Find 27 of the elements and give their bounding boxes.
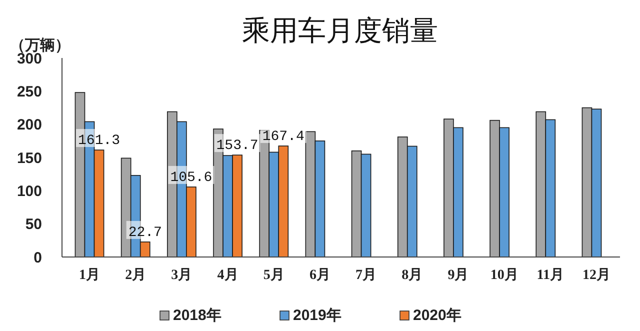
data-label: 161.3 bbox=[78, 133, 120, 150]
x-tick-label: 1月 bbox=[79, 268, 100, 283]
data-label: 167.4 bbox=[262, 128, 304, 145]
x-tick-label: 4月 bbox=[217, 268, 238, 283]
x-tick-label: 7月 bbox=[356, 268, 377, 283]
data-label: 153.7 bbox=[216, 138, 258, 154]
y-tick-label: 150 bbox=[16, 150, 42, 167]
data-label: 105.6 bbox=[170, 170, 212, 186]
x-tick-label: 12月 bbox=[582, 268, 610, 283]
x-tick-label: 10月 bbox=[490, 268, 518, 283]
x-tick-label: 3月 bbox=[171, 268, 192, 283]
x-tick-label: 9月 bbox=[448, 268, 469, 283]
x-tick-label: 6月 bbox=[309, 268, 330, 283]
x-tick-label: 5月 bbox=[263, 268, 284, 283]
x-tick-label: 11月 bbox=[536, 268, 564, 283]
y-tick-label: 200 bbox=[16, 116, 42, 134]
y-tick-label: 0 bbox=[34, 249, 42, 266]
legend-label: 2019年 bbox=[293, 307, 342, 324]
legend-label: 2018年 bbox=[173, 307, 222, 324]
data-label: 22.7 bbox=[128, 224, 162, 241]
y-tick-label: 50 bbox=[25, 216, 42, 234]
chart-title: 乘用车月度销量 bbox=[242, 16, 438, 47]
y-tick-label: 250 bbox=[16, 83, 42, 100]
y-tick-label: 100 bbox=[16, 182, 42, 200]
legend-label: 2020年 bbox=[413, 307, 462, 324]
x-tick-label: 8月 bbox=[402, 268, 423, 283]
x-tick-label: 2月 bbox=[125, 268, 146, 283]
